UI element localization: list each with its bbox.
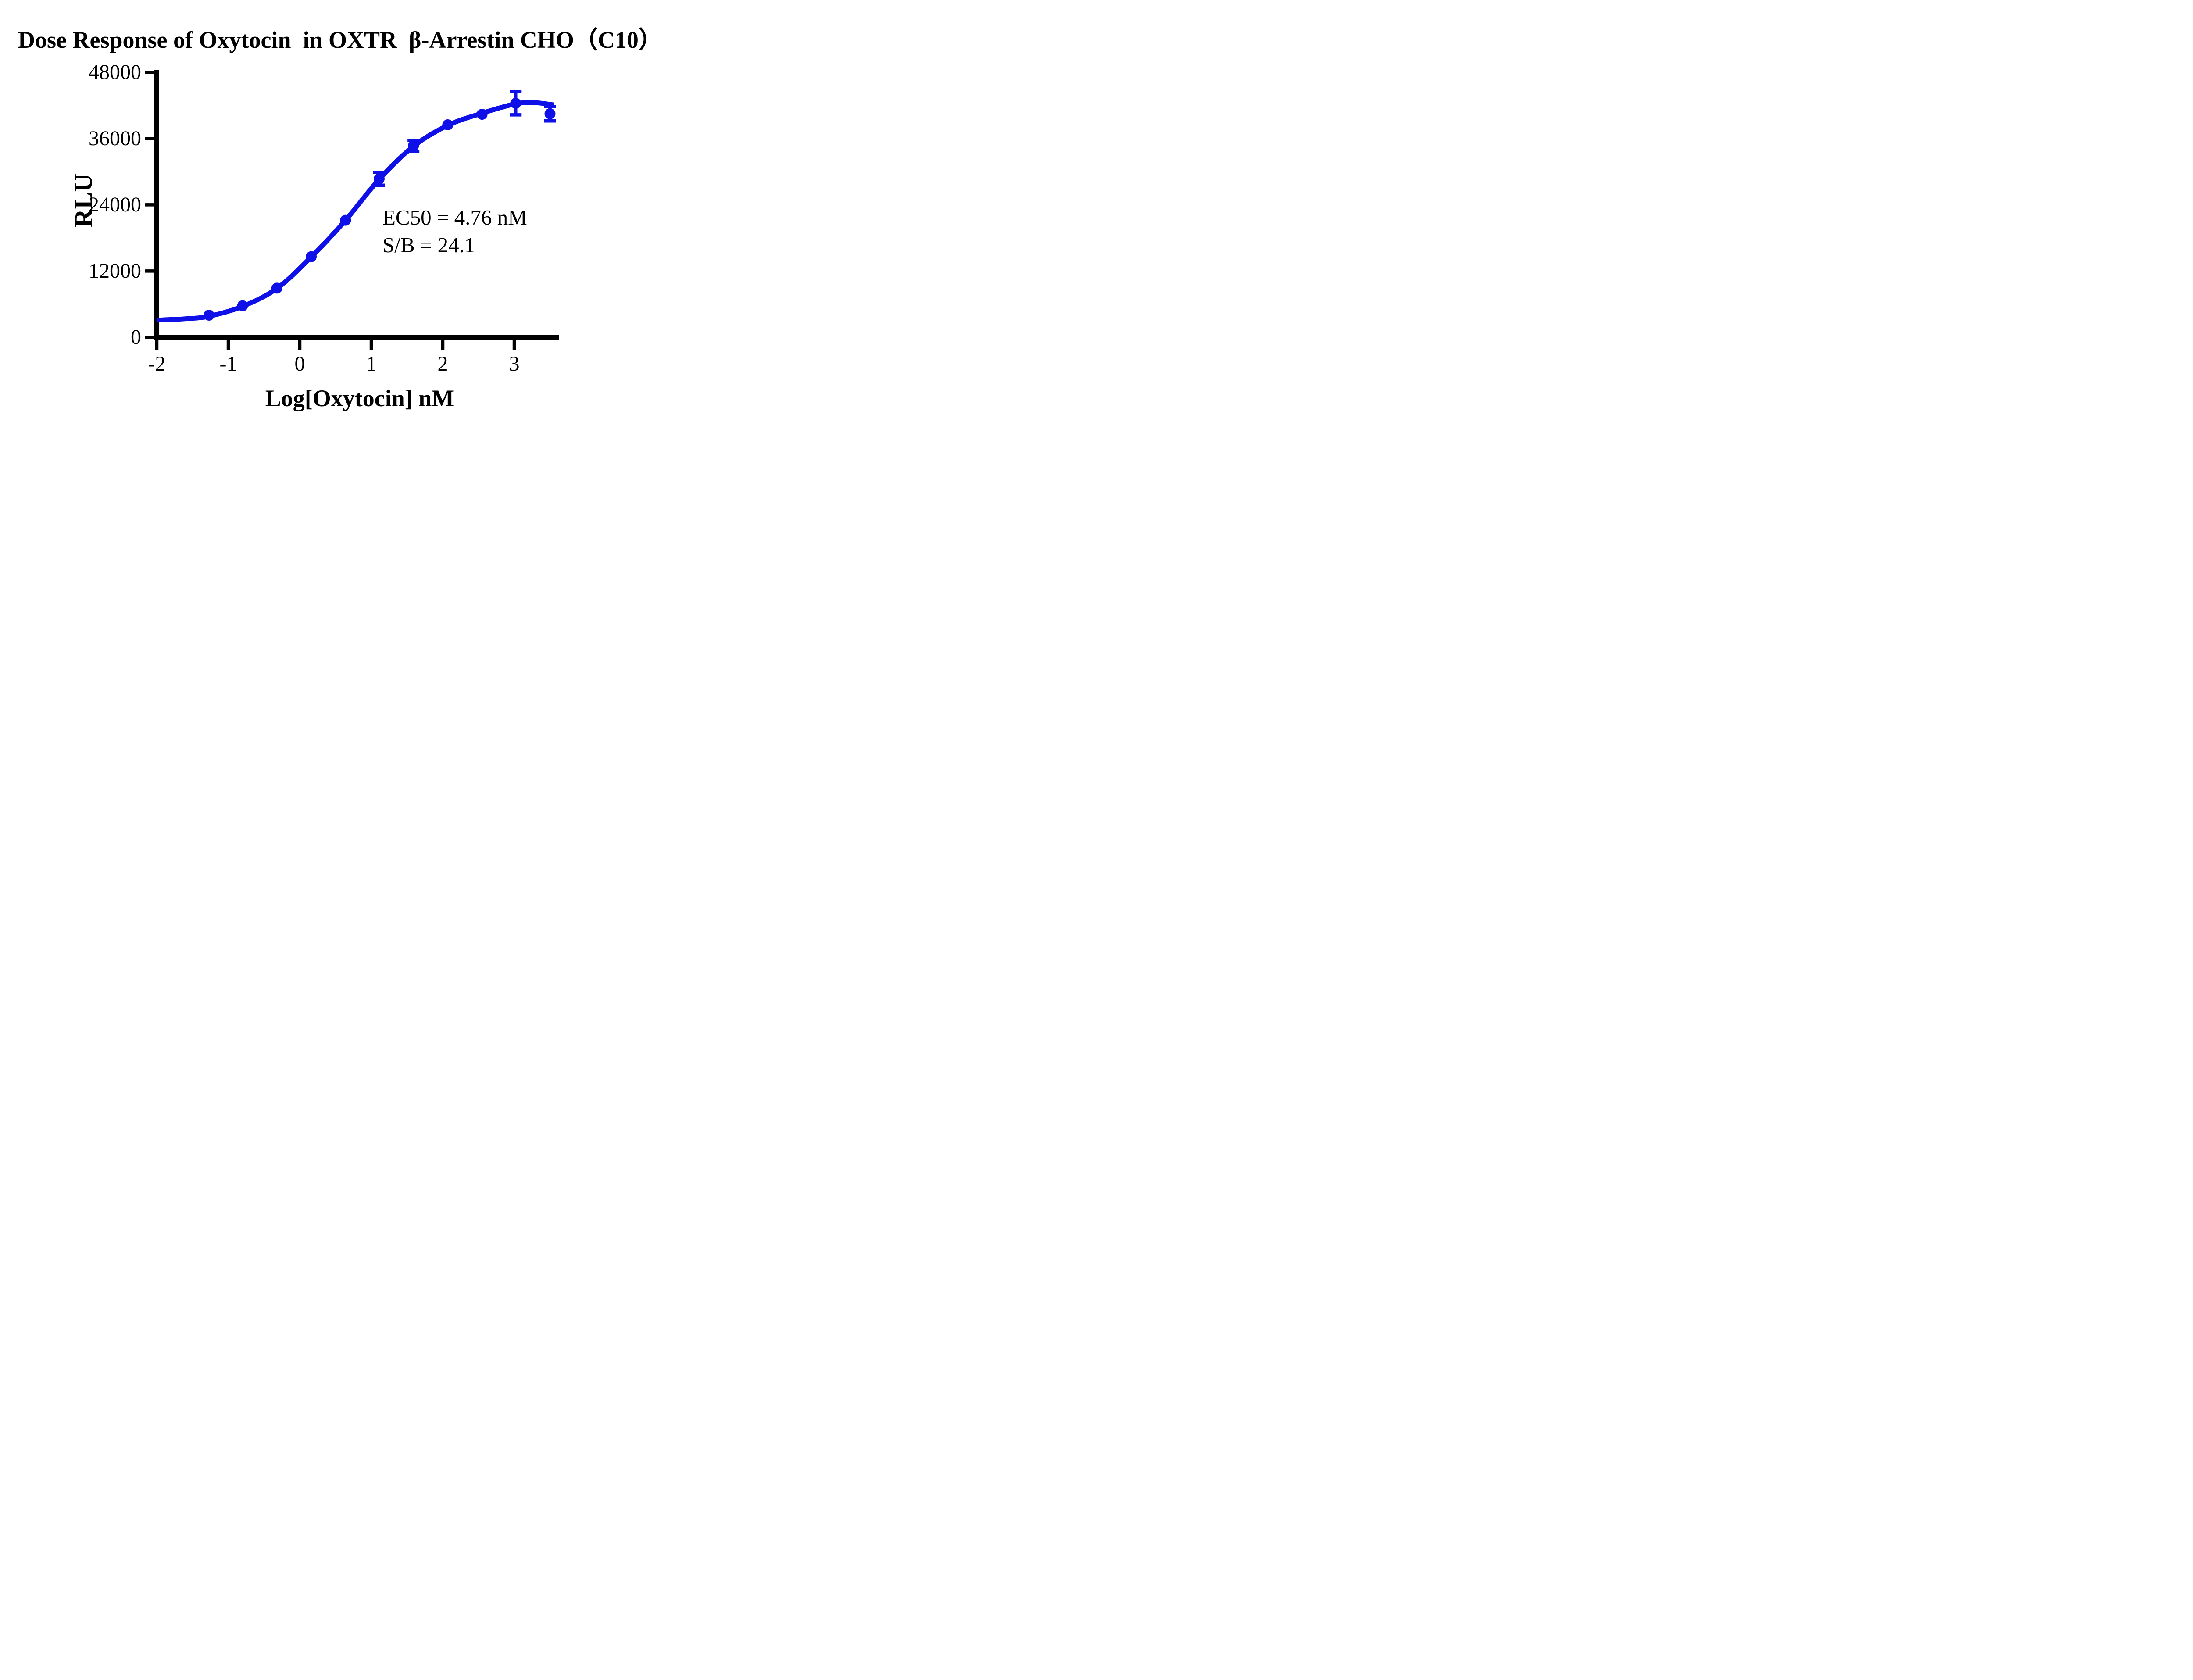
data-point [340, 214, 351, 226]
fit-results-annotation: EC50 = 4.76 nM S/B = 24.1 [382, 204, 527, 259]
y-tick-label: 36000 [89, 126, 141, 150]
x-tick-label: -2 [148, 352, 166, 375]
y-tick-label: 48000 [89, 61, 141, 84]
x-tick-label: 3 [509, 352, 520, 375]
data-point [306, 251, 317, 262]
data-point [510, 97, 521, 109]
ec50-value: EC50 = 4.76 nM [382, 205, 527, 229]
x-axis-title: Log[Oxytocin] nM [265, 385, 454, 411]
data-point [476, 109, 488, 120]
data-point [203, 309, 214, 321]
data-point [442, 119, 454, 131]
data-point [373, 173, 385, 185]
x-tick-label: 0 [294, 352, 305, 375]
chart-title: Dose Response of Oxytocin in OXTR β-Arre… [18, 27, 662, 53]
fit-curve [157, 100, 554, 323]
data-point [544, 108, 556, 119]
x-tick-label: -1 [219, 352, 237, 375]
x-tick-label: 2 [437, 352, 448, 375]
y-tick-label: 12000 [89, 259, 141, 282]
y-tick-label: 0 [131, 325, 141, 349]
x-tick-label: 1 [366, 352, 377, 375]
data-point [408, 140, 419, 151]
dose-response-figure: Dose Response of Oxytocin in OXTR β-Arre… [0, 0, 704, 420]
plot-svg [145, 70, 559, 350]
data-point [237, 300, 248, 311]
data-point [271, 282, 282, 294]
y-tick-label: 24000 [89, 193, 141, 216]
sb-value: S/B = 24.1 [382, 233, 475, 257]
